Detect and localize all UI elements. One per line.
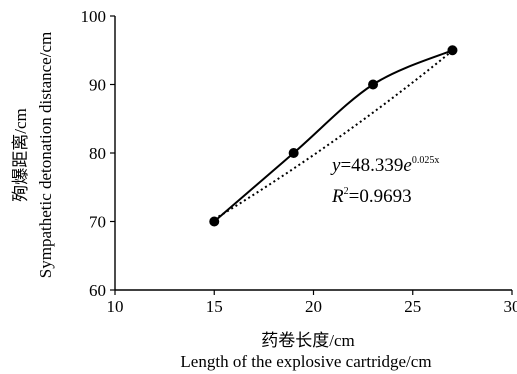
r-superscript: 2 <box>344 186 349 197</box>
y-axis-title-cn: 殉爆距离/cm <box>11 108 30 202</box>
x-tick-label: 20 <box>305 297 322 316</box>
x-tick-label: 30 <box>504 297 517 316</box>
y-tick-label: 90 <box>89 76 106 95</box>
y-axis-title-en: Sympathetic detonation distance/cm <box>36 32 55 278</box>
y-tick-label: 80 <box>89 144 106 163</box>
data-point <box>288 148 299 158</box>
equation-y: y <box>330 155 341 176</box>
equation-exponent: 0.025x <box>412 155 440 166</box>
r-value: =0.9693 <box>349 186 412 207</box>
y-tick-label: 70 <box>89 213 106 232</box>
data-point <box>447 45 458 56</box>
x-tick-label: 10 <box>107 297 124 316</box>
y-tick-label: 60 <box>89 281 106 300</box>
x-axis-title-en: Length of the explosive cartridge/cm <box>180 352 431 371</box>
trendline <box>213 49 454 221</box>
r-squared: R2=0.9693 <box>331 186 412 207</box>
axes <box>110 15 513 295</box>
data-point <box>368 79 379 90</box>
trend-equation: y=48.339e0.025x <box>330 155 439 176</box>
equation-prefix: =48.339 <box>340 155 403 176</box>
data-line <box>213 49 453 223</box>
r-symbol: R <box>331 186 344 207</box>
data-point <box>209 216 220 227</box>
tick-labels: 60 70 80 90 100 10 15 20 25 30 <box>81 7 517 316</box>
x-tick-label: 25 <box>404 297 421 316</box>
plot-area <box>209 45 458 227</box>
equation-e: e <box>403 155 411 176</box>
x-axis-title-cn: 药卷长度/cm <box>261 331 355 350</box>
x-tick-label: 15 <box>206 297 223 316</box>
y-tick-label: 100 <box>81 7 107 26</box>
